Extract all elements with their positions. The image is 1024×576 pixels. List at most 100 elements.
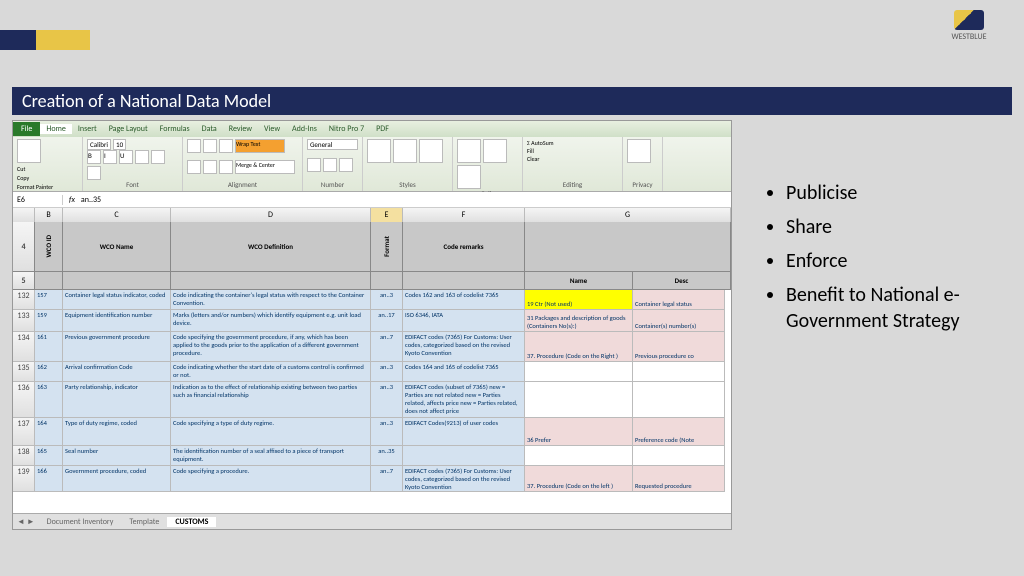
cell-fmt[interactable]: an..3 bbox=[371, 418, 403, 446]
cell-remarks[interactable] bbox=[403, 446, 525, 466]
cell-id[interactable]: 165 bbox=[35, 446, 63, 466]
cell-fmt[interactable]: an..3 bbox=[371, 382, 403, 418]
number-format[interactable]: General bbox=[307, 139, 358, 150]
cell-name[interactable]: Party relationship, indicator bbox=[63, 382, 171, 418]
col-e[interactable]: E bbox=[371, 208, 403, 222]
cell-fmt[interactable]: an..3 bbox=[371, 362, 403, 382]
cell-gname[interactable] bbox=[525, 362, 633, 382]
fx-icon[interactable]: fx bbox=[63, 195, 81, 205]
currency-icon[interactable] bbox=[307, 158, 321, 172]
col-g[interactable]: G bbox=[525, 208, 731, 222]
cell-name[interactable]: Type of duty regime, coded bbox=[63, 418, 171, 446]
cellstyles-icon[interactable] bbox=[419, 139, 443, 163]
cell-def[interactable]: Code indicating the container's legal st… bbox=[171, 290, 371, 310]
wrap-button[interactable]: Wrap Text bbox=[235, 139, 285, 153]
cell-gname[interactable]: 37. Procedure (Code on the left ) bbox=[525, 466, 633, 492]
tab-review[interactable]: Review bbox=[223, 124, 258, 134]
align-icon[interactable] bbox=[203, 139, 217, 153]
cell-gdesc[interactable]: Container(s) number(s) bbox=[633, 310, 725, 332]
copy-button[interactable]: Copy bbox=[17, 174, 53, 182]
cell-def[interactable]: Indication as to the effect of relations… bbox=[171, 382, 371, 418]
col-f[interactable]: F bbox=[403, 208, 525, 222]
comma-icon[interactable] bbox=[339, 158, 353, 172]
select-all[interactable] bbox=[13, 208, 35, 222]
tab-addins[interactable]: Add-Ins bbox=[286, 124, 323, 134]
cell-def[interactable]: Code indicating whether the start date o… bbox=[171, 362, 371, 382]
cell-remarks[interactable]: EDIFACT codes (7365) For Customs: User c… bbox=[403, 466, 525, 492]
cell-gdesc[interactable] bbox=[633, 446, 725, 466]
sheet-tab-1[interactable]: Document Inventory bbox=[39, 517, 122, 527]
cell-def[interactable]: Code specifying a type of duty regime. bbox=[171, 418, 371, 446]
cell-name[interactable]: Seal number bbox=[63, 446, 171, 466]
cell-name[interactable]: Government procedure, coded bbox=[63, 466, 171, 492]
cell-def[interactable]: Code specifying a procedure. bbox=[171, 466, 371, 492]
align-icon[interactable] bbox=[219, 139, 233, 153]
italic-icon[interactable]: I bbox=[103, 150, 117, 164]
cell-remarks[interactable]: EDIFACT codes (7365) For Customs: User c… bbox=[403, 332, 525, 362]
row-num[interactable]: 137 bbox=[13, 418, 35, 446]
tab-formulas[interactable]: Formulas bbox=[154, 124, 196, 134]
tab-nitro[interactable]: Nitro Pro 7 bbox=[323, 124, 370, 134]
cell-id[interactable]: 166 bbox=[35, 466, 63, 492]
insert-icon[interactable] bbox=[457, 139, 481, 163]
bold-icon[interactable]: B bbox=[87, 150, 101, 164]
tab-nav[interactable]: ◄ ► bbox=[13, 517, 39, 527]
tab-data[interactable]: Data bbox=[196, 124, 223, 134]
fill-button[interactable]: Fill bbox=[527, 147, 618, 155]
cell-gname[interactable]: 37. Procedure (Code on the Right ) bbox=[525, 332, 633, 362]
row-num[interactable]: 135 bbox=[13, 362, 35, 382]
cell-fmt[interactable]: an..3 bbox=[371, 290, 403, 310]
row-num[interactable]: 138 bbox=[13, 446, 35, 466]
painter-button[interactable]: Format Painter bbox=[17, 183, 53, 191]
autosum-button[interactable]: Σ AutoSum bbox=[527, 139, 618, 147]
cell-reference[interactable]: E6 bbox=[13, 195, 63, 205]
row-4[interactable]: 4 bbox=[13, 222, 35, 272]
cell-id[interactable]: 157 bbox=[35, 290, 63, 310]
cell-fmt[interactable]: an..35 bbox=[371, 446, 403, 466]
cell-remarks[interactable]: ISO 6346, IATA bbox=[403, 310, 525, 332]
align-icon[interactable] bbox=[187, 160, 201, 174]
align-icon[interactable] bbox=[187, 139, 201, 153]
row-num[interactable]: 139 bbox=[13, 466, 35, 492]
row-5[interactable]: 5 bbox=[13, 272, 35, 290]
cell-id[interactable]: 164 bbox=[35, 418, 63, 446]
tab-home[interactable]: Home bbox=[40, 124, 72, 134]
cell-name[interactable]: Previous government procedure bbox=[63, 332, 171, 362]
font-size[interactable]: 10 bbox=[113, 139, 126, 150]
row-num[interactable]: 136 bbox=[13, 382, 35, 418]
tab-view[interactable]: View bbox=[258, 124, 286, 134]
font-name[interactable]: Calibri bbox=[87, 139, 111, 150]
border-icon[interactable] bbox=[135, 150, 149, 164]
cell-fmt[interactable]: an..17 bbox=[371, 310, 403, 332]
cell-id[interactable]: 159 bbox=[35, 310, 63, 332]
col-d[interactable]: D bbox=[171, 208, 371, 222]
clear-button[interactable]: Clear bbox=[527, 155, 618, 163]
fontcolor-icon[interactable] bbox=[87, 166, 101, 180]
sign-icon[interactable] bbox=[627, 139, 651, 163]
cell-gdesc[interactable] bbox=[633, 362, 725, 382]
row-num[interactable]: 133 bbox=[13, 310, 35, 332]
cell-fmt[interactable]: an..7 bbox=[371, 466, 403, 492]
cell-gname[interactable]: 31 Packages and description of goods (Co… bbox=[525, 310, 633, 332]
cell-gname[interactable] bbox=[525, 382, 633, 418]
merge-button[interactable]: Merge & Center bbox=[235, 160, 295, 174]
condformat-icon[interactable] bbox=[367, 139, 391, 163]
tab-pdf[interactable]: PDF bbox=[370, 124, 395, 134]
cell-id[interactable]: 163 bbox=[35, 382, 63, 418]
tab-file[interactable]: File bbox=[13, 122, 40, 136]
col-b[interactable]: B bbox=[35, 208, 63, 222]
cell-id[interactable]: 162 bbox=[35, 362, 63, 382]
cell-gname[interactable] bbox=[525, 446, 633, 466]
tab-pagelayout[interactable]: Page Layout bbox=[103, 124, 154, 134]
cell-fmt[interactable]: an..7 bbox=[371, 332, 403, 362]
col-c[interactable]: C bbox=[63, 208, 171, 222]
cell-name[interactable]: Arrival confirmation Code bbox=[63, 362, 171, 382]
sheet-tab-2[interactable]: Template bbox=[121, 517, 167, 527]
align-icon[interactable] bbox=[219, 160, 233, 174]
formattable-icon[interactable] bbox=[393, 139, 417, 163]
align-icon[interactable] bbox=[203, 160, 217, 174]
row-num[interactable]: 134 bbox=[13, 332, 35, 362]
cell-id[interactable]: 161 bbox=[35, 332, 63, 362]
sheet-tab-active[interactable]: CUSTOMS bbox=[167, 517, 216, 527]
percent-icon[interactable] bbox=[323, 158, 337, 172]
